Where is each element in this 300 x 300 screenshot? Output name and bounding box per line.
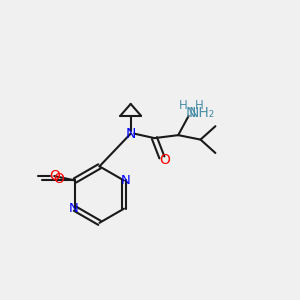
Text: O: O (53, 172, 64, 186)
Text: N: N (121, 174, 130, 187)
Text: O: O (49, 169, 60, 183)
Text: H: H (179, 99, 188, 112)
Text: H: H (195, 99, 203, 112)
Text: N: N (69, 202, 78, 215)
Text: NH₂: NH₂ (189, 106, 215, 120)
Text: O: O (159, 153, 170, 167)
Text: N: N (125, 127, 136, 141)
Text: N: N (186, 106, 196, 120)
